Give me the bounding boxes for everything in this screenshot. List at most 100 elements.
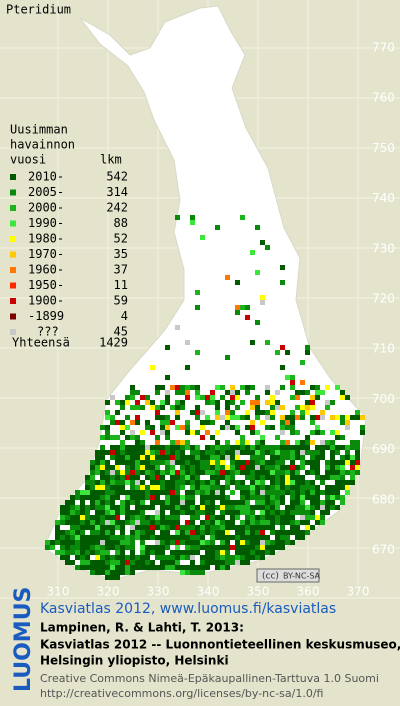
occurrence-cell xyxy=(205,420,210,425)
occurrence-cell xyxy=(335,435,340,440)
occurrence-cell xyxy=(55,540,60,545)
occurrence-cell xyxy=(120,420,125,425)
occurrence-cell xyxy=(135,440,140,445)
occurrence-cell xyxy=(130,515,135,520)
occurrence-cell xyxy=(180,505,185,510)
legend-count: 59 xyxy=(114,294,128,308)
occurrence-cell xyxy=(260,495,265,500)
occurrence-cell xyxy=(315,465,320,470)
occurrence-cell xyxy=(335,385,340,390)
occurrence-cell xyxy=(285,375,290,380)
occurrence-cell xyxy=(280,345,285,350)
occurrence-cell xyxy=(60,515,65,520)
occurrence-cell xyxy=(240,415,245,420)
occurrence-cell xyxy=(135,415,140,420)
occurrence-cell xyxy=(70,520,75,525)
occurrence-cell xyxy=(295,480,300,485)
occurrence-cell xyxy=(125,450,130,455)
occurrence-cell xyxy=(155,550,160,555)
occurrence-cell xyxy=(140,455,145,460)
occurrence-cell xyxy=(335,480,340,485)
occurrence-cell xyxy=(195,405,200,410)
occurrence-cell xyxy=(105,550,110,555)
occurrence-cell xyxy=(150,445,155,450)
occurrence-cell xyxy=(340,495,345,500)
occurrence-cell xyxy=(120,450,125,455)
occurrence-cell xyxy=(145,400,150,405)
occurrence-cell xyxy=(130,500,135,505)
occurrence-cell xyxy=(250,460,255,465)
occurrence-cell xyxy=(85,540,90,545)
occurrence-cell xyxy=(115,535,120,540)
occurrence-cell xyxy=(140,500,145,505)
atlas-link[interactable]: Kasviatlas 2012, www.luomus.fi/kasviatla… xyxy=(40,601,336,617)
occurrence-cell xyxy=(335,505,340,510)
legend-count: 4 xyxy=(121,309,128,323)
occurrence-cell xyxy=(300,440,305,445)
occurrence-cell xyxy=(340,480,345,485)
occurrence-cell xyxy=(185,460,190,465)
occurrence-cell xyxy=(185,480,190,485)
occurrence-cell xyxy=(325,465,330,470)
occurrence-cell xyxy=(325,485,330,490)
occurrence-cell xyxy=(210,530,215,535)
occurrence-cell xyxy=(285,475,290,480)
occurrence-cell xyxy=(100,520,105,525)
occurrence-cell xyxy=(260,555,265,560)
occurrence-cell xyxy=(295,520,300,525)
occurrence-cell xyxy=(280,455,285,460)
occurrence-cell xyxy=(335,465,340,470)
occurrence-cell xyxy=(120,505,125,510)
legend-swatch xyxy=(10,267,16,273)
occurrence-cell xyxy=(315,500,320,505)
occurrence-cell xyxy=(235,425,240,430)
occurrence-cell xyxy=(195,395,200,400)
x-axis-label: 360 xyxy=(297,585,320,599)
occurrence-cell xyxy=(220,475,225,480)
license-url[interactable]: http://creativecommons.org/licenses/by-n… xyxy=(40,687,323,700)
occurrence-cell xyxy=(150,470,155,475)
occurrence-cell xyxy=(165,460,170,465)
occurrence-cell xyxy=(220,455,225,460)
occurrence-cell xyxy=(125,480,130,485)
legend-swatch xyxy=(10,282,16,289)
occurrence-cell xyxy=(220,425,225,430)
occurrence-cell xyxy=(240,555,245,560)
occurrence-cell xyxy=(260,455,265,460)
occurrence-cell xyxy=(340,445,345,450)
occurrence-cell xyxy=(350,415,355,420)
occurrence-cell xyxy=(150,465,155,470)
occurrence-cell xyxy=(240,500,245,505)
occurrence-cell xyxy=(165,375,170,380)
occurrence-cell xyxy=(85,485,90,490)
occurrence-cell xyxy=(130,495,135,500)
occurrence-cell xyxy=(150,520,155,525)
occurrence-cell xyxy=(270,455,275,460)
occurrence-cell xyxy=(195,515,200,520)
occurrence-cell xyxy=(290,395,295,400)
occurrence-cell xyxy=(145,450,150,455)
occurrence-cell xyxy=(165,535,170,540)
occurrence-cell xyxy=(295,440,300,445)
occurrence-cell xyxy=(155,445,160,450)
occurrence-cell xyxy=(185,550,190,555)
occurrence-cell xyxy=(70,515,75,520)
occurrence-cell xyxy=(330,485,335,490)
occurrence-cell xyxy=(305,440,310,445)
occurrence-cell xyxy=(180,480,185,485)
occurrence-cell xyxy=(160,535,165,540)
occurrence-cell xyxy=(310,405,315,410)
occurrence-cell xyxy=(195,535,200,540)
occurrence-cell xyxy=(245,550,250,555)
occurrence-cell xyxy=(110,555,115,560)
occurrence-cell xyxy=(115,560,120,565)
occurrence-cell xyxy=(235,515,240,520)
occurrence-cell xyxy=(265,525,270,530)
occurrence-cell xyxy=(340,395,345,400)
occurrence-cell xyxy=(300,380,305,385)
occurrence-cell xyxy=(185,470,190,475)
occurrence-cell xyxy=(285,520,290,525)
occurrence-cell xyxy=(250,420,255,425)
occurrence-cell xyxy=(165,505,170,510)
occurrence-cell xyxy=(120,425,125,430)
